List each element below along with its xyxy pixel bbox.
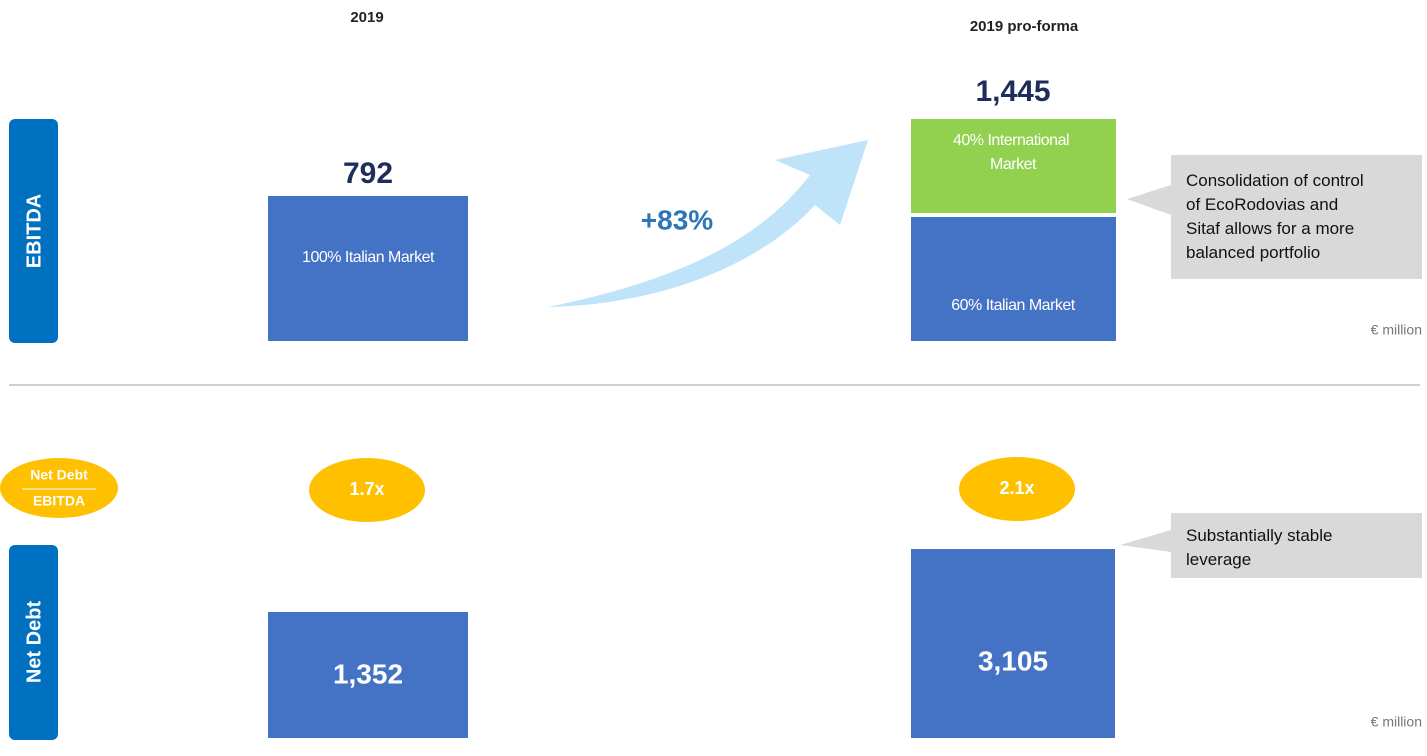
callout-line: Substantially stable xyxy=(1186,526,1332,545)
ratio-badge xyxy=(959,457,1075,521)
bar xyxy=(268,612,468,738)
ratio-value: 2.1x xyxy=(999,478,1034,498)
growth-label: +83% xyxy=(641,204,713,235)
section-tab xyxy=(9,119,58,343)
value-label: 3,105 xyxy=(978,645,1048,676)
bar-segment xyxy=(911,217,1116,341)
callout-line: balanced portfolio xyxy=(1186,243,1320,262)
segment-label-line: Market xyxy=(990,156,1037,173)
unit-label: € million xyxy=(1371,322,1422,338)
callout-text: Consolidation of control of EcoRodovias … xyxy=(1186,171,1368,262)
unit-label: € million xyxy=(1371,714,1422,730)
callout xyxy=(1120,513,1422,578)
section-label: EBITDA xyxy=(23,194,45,268)
value-label: 1,352 xyxy=(333,658,403,689)
growth-arrow xyxy=(548,140,868,307)
ratio-badge xyxy=(0,458,118,518)
column-header: 2019 xyxy=(350,9,383,26)
ratio-numerator: Net Debt xyxy=(30,467,88,483)
bar xyxy=(268,196,468,341)
segment-label: 60% Italian Market xyxy=(951,297,1076,314)
segment-label-line: 40% International xyxy=(953,132,1069,149)
value-label: 1,445 xyxy=(975,75,1050,108)
callout-line: leverage xyxy=(1186,550,1251,569)
callout-line: of EcoRodovias and xyxy=(1186,195,1338,214)
callout xyxy=(1127,155,1422,279)
column-header: 2019 pro-forma xyxy=(970,18,1079,35)
ratio-badge xyxy=(309,458,425,522)
segment-label: 40% International Market xyxy=(953,132,1073,173)
callout-text: Substantially stable leverage xyxy=(1186,526,1337,569)
callout-line: Consolidation of control xyxy=(1186,171,1364,190)
ratio-value: 1.7x xyxy=(349,479,384,499)
section-tab xyxy=(9,545,58,740)
ratio-denominator: EBITDA xyxy=(33,493,85,509)
callout-line: Sitaf allows for a more xyxy=(1186,219,1354,238)
segment-label: 100% Italian Market xyxy=(302,249,435,266)
bar xyxy=(911,549,1115,738)
value-label: 792 xyxy=(343,157,393,190)
section-label: Net Debt xyxy=(23,601,45,684)
bar-segment xyxy=(911,119,1116,213)
